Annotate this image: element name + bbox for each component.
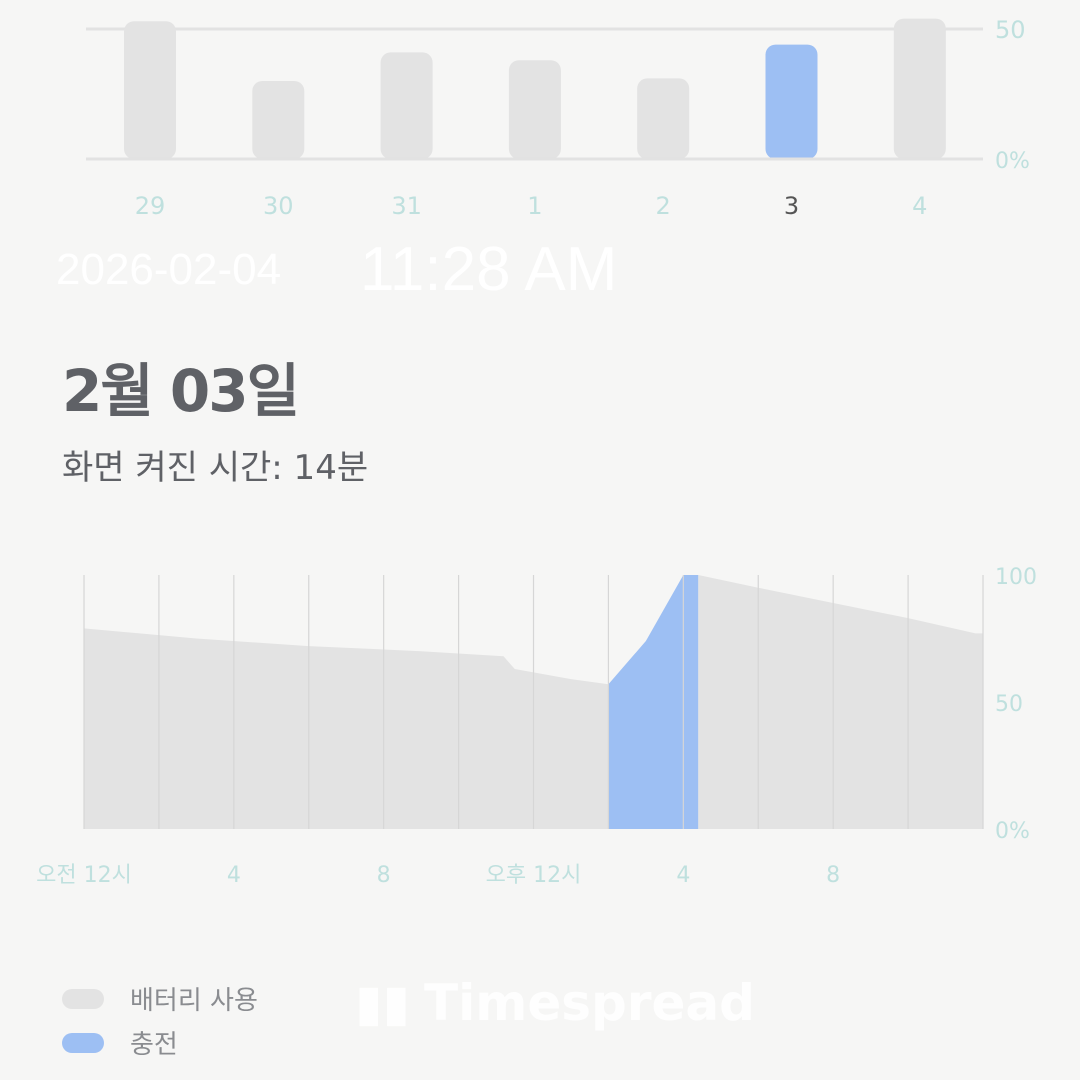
watermark-logo-icon: ▮▮ [355, 974, 411, 1032]
x-tick-label: 8 [826, 863, 840, 888]
bar-30 [252, 81, 305, 159]
y-tick-label: 0% [995, 819, 1030, 844]
charging-swatch [62, 1032, 104, 1053]
bar-1 [508, 60, 561, 160]
area-series-2 [698, 575, 983, 829]
page-title: 2월 03일 [62, 357, 300, 425]
y-tick-label: 50 [995, 16, 1026, 44]
bar-4 [893, 18, 946, 159]
y-tick-label: 50 [995, 692, 1023, 717]
watermark-text: Timespread [424, 974, 755, 1032]
battery-area-chart: 오전 12시 4 8 오후 12시 4 8 100 50 0% [36, 565, 1037, 888]
x-tick-label: 오후 12시 [486, 863, 582, 888]
x-tick-label: 3 [784, 192, 799, 220]
usage-swatch [62, 988, 104, 1009]
x-tick-label: 4 [676, 863, 690, 888]
area-series-1 [608, 575, 699, 829]
x-tick-label: 29 [135, 192, 166, 220]
x-tick-label: 2 [656, 192, 671, 220]
daily-bar-chart: 29 30 31 1 2 3 4 50 0% [86, 16, 1030, 220]
bar-3 [765, 44, 818, 159]
x-tick-label: 4 [227, 863, 241, 888]
bar-29 [124, 21, 176, 160]
y-tick-label: 0% [995, 149, 1030, 174]
bar-31 [380, 52, 433, 159]
y-tick-label: 100 [995, 565, 1037, 590]
screen-on-time: 화면 켜진 시간: 14분 [62, 448, 369, 488]
x-tick-label: 4 [912, 192, 927, 220]
legend-charging-label: 충전 [130, 1030, 178, 1060]
watermark: ▮▮ Timespread [355, 974, 755, 1032]
x-tick-label: 31 [391, 192, 422, 220]
overlay-time: 11:28 AM [360, 235, 618, 304]
legend-usage-label: 배터리 사용 [130, 986, 258, 1016]
x-tick-label: 오전 12시 [36, 863, 132, 888]
legend-usage: 배터리 사용 [62, 980, 258, 1017]
area-series-0 [84, 628, 609, 829]
legend-charging: 충전 [62, 1024, 178, 1061]
x-tick-label: 30 [263, 192, 294, 220]
x-tick-label: 1 [527, 192, 542, 220]
overlay-date: 2026-02-04 [56, 245, 282, 294]
x-tick-label: 8 [377, 863, 391, 888]
bar-2 [637, 78, 690, 159]
